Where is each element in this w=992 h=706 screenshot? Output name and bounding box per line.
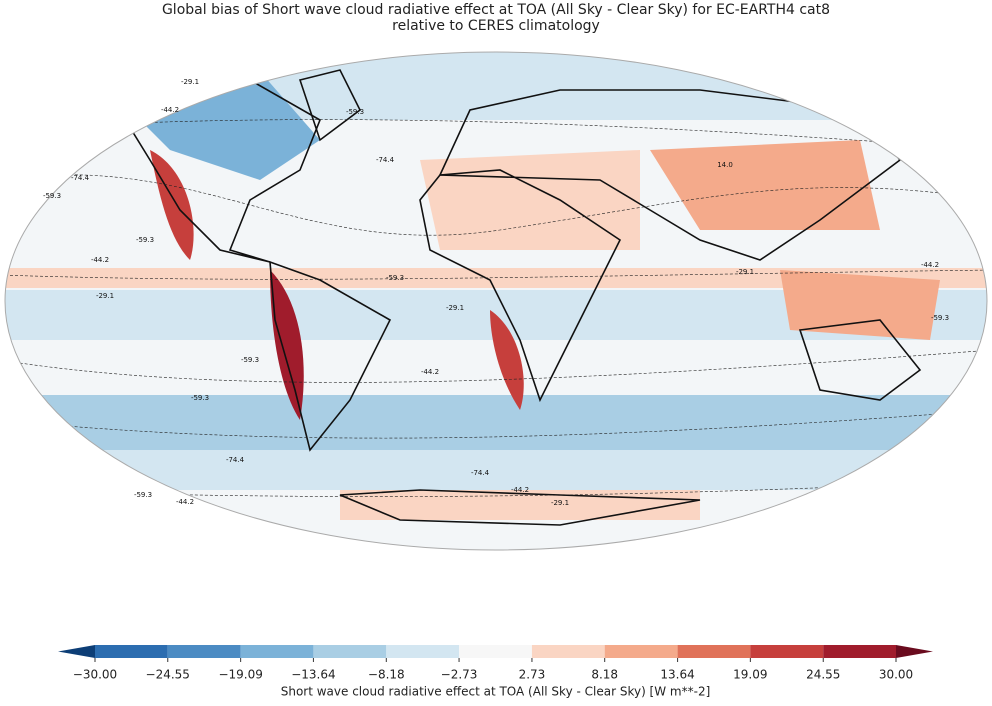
contour-label: 14.0 (717, 161, 733, 169)
contour-label: -29.1 (736, 268, 754, 276)
colorbar-tick-label: −8.18 (368, 668, 405, 682)
contour-label: -59.3 (386, 274, 404, 282)
contour-label: -59.3 (134, 491, 152, 499)
colorbar: −30.00 −24.55 −19.09 −13.64 −8.18 −2.73 2.73 8.… (58, 645, 933, 699)
colorbar-bin (750, 645, 824, 658)
contour-label: -29.1 (446, 304, 464, 312)
contour-label: -59.3 (136, 236, 154, 244)
contour-label: -59.3 (931, 314, 949, 322)
colorbar-bin (823, 645, 896, 658)
contour-label: -74.4 (376, 156, 395, 164)
colorbar-under (58, 645, 95, 658)
colorbar-bin (240, 645, 314, 658)
map-border (4, 51, 988, 551)
colorbar-over (896, 645, 933, 658)
colorbar-bin (531, 645, 605, 658)
contour-label: -44.2 (176, 498, 194, 506)
colorbar-bin (313, 645, 387, 658)
colorbar-label: Short wave cloud radiative effect at TOA… (281, 685, 711, 699)
colorbar-tick-label: −24.55 (146, 668, 190, 682)
colorbar-tick-label: 19.09 (733, 668, 767, 682)
contour-label: -44.2 (511, 486, 529, 494)
title-line: relative to CERES climatology (392, 18, 600, 34)
colorbar-bin (95, 645, 168, 658)
colorbar-tick-label: 8.18 (591, 668, 618, 682)
colorbar-tick-label: −13.64 (291, 668, 335, 682)
colorbar-bin (677, 645, 751, 658)
contour-label: -29.1 (181, 78, 199, 86)
colorbar-tick-label: 13.64 (660, 668, 694, 682)
colorbar-bin (386, 645, 460, 658)
contour-label: -29.1 (551, 499, 569, 507)
contour-label: -59.3 (191, 394, 209, 402)
colorbar-tick-label: 30.00 (879, 668, 913, 682)
colorbar-bin (459, 645, 532, 658)
colorbar-tick-label: −19.09 (218, 668, 262, 682)
colorbar-bin (167, 645, 241, 658)
colorbar-bin (604, 645, 678, 658)
contour-label: -44.2 (91, 256, 109, 264)
contour-label: -59.3 (43, 192, 61, 200)
colorbar-tick-label: 2.73 (519, 668, 546, 682)
contour-label: -59.3 (346, 108, 364, 116)
contour-label: -74.4 (226, 456, 245, 464)
title-line: Global bias of Short wave cloud radiativ… (162, 2, 830, 18)
colorbar-tick-label: 24.55 (806, 668, 840, 682)
contour-label: -59.3 (241, 356, 259, 364)
contour-label: -44.2 (161, 106, 179, 114)
contour-label: -74.4 (71, 174, 90, 182)
contour-label: -44.2 (921, 261, 939, 269)
contour-label: -74.4 (471, 469, 490, 477)
contour-label: -29.1 (96, 292, 114, 300)
contour-label: -44.2 (421, 368, 439, 376)
colorbar-tick-label: −2.73 (441, 668, 478, 682)
colorbar-tick-label: −30.00 (73, 668, 117, 682)
